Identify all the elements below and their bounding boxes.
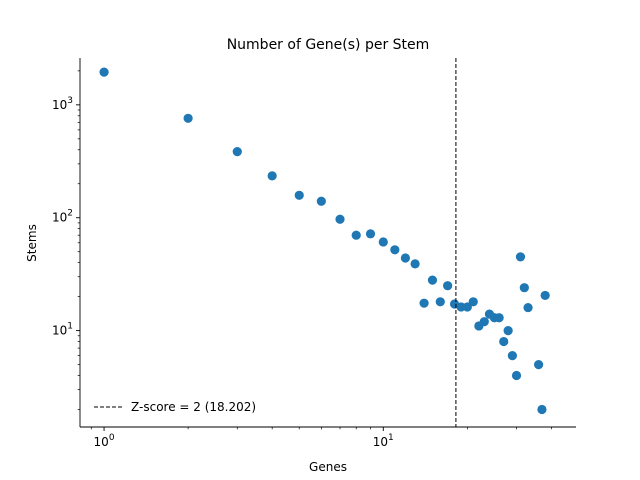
y-tick-label: 101 [52,322,73,338]
data-point [435,297,445,307]
data-point [515,252,526,262]
data-point [443,281,453,291]
data-point [427,275,438,285]
data-point [232,147,242,157]
data-point [537,404,547,415]
data-point [378,237,388,247]
data-point [511,370,522,381]
data-point [499,336,509,347]
data-point [316,196,326,206]
data-point [519,283,529,293]
x-tick-label: 101 [373,433,394,449]
y-tick-label: 103 [52,96,73,112]
data-point [534,359,544,370]
data-point [479,317,489,327]
chart-title: Number of Gene(s) per Stem [227,37,430,53]
y-axis-label: Stems [25,224,39,262]
y-tick-label: 102 [52,209,73,225]
y-ticks: 101 102 103 [52,70,80,410]
data-point [523,302,533,313]
legend: Z-score = 2 (18.202) [94,400,256,414]
data-point [410,259,420,269]
data-point [294,190,304,200]
data-point [503,326,513,336]
legend-label: Z-score = 2 (18.202) [131,400,256,414]
x-axis-label: Genes [309,460,347,474]
x-tick-label: 100 [94,433,115,449]
data-point [365,229,376,239]
data-point [267,171,277,181]
data-point [462,302,472,312]
data-point [507,351,517,361]
data-point [99,67,109,77]
data-point [390,245,400,255]
data-marks [99,67,550,415]
data-point [351,230,361,240]
x-ticks: 100 101 [90,427,552,449]
data-point [183,113,193,123]
data-point [540,290,550,301]
data-point [400,253,410,263]
data-point [335,214,345,224]
data-point [494,313,504,323]
axes [79,58,576,428]
data-point [468,297,478,307]
data-point [419,298,429,308]
